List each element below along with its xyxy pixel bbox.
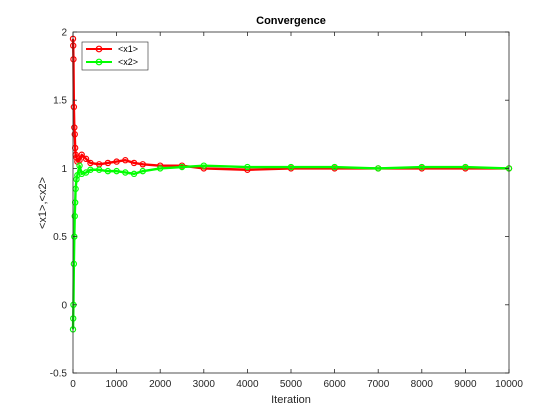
y-tick-label: 0.5 <box>53 232 67 243</box>
data-point <box>462 163 469 171</box>
y-axis-label: <x1>,<x2> <box>37 177 49 229</box>
y-tick-label: 1 <box>61 164 67 175</box>
legend-marker-x2 <box>95 58 103 66</box>
data-point <box>130 159 138 167</box>
data-point <box>82 169 90 176</box>
data-point <box>104 167 112 175</box>
chart-title: Convergence <box>256 15 326 27</box>
y-tick-label: 0 <box>61 300 67 311</box>
y-axis-ticks: -0.5 0 0.5 1 1.5 2 <box>50 28 509 380</box>
x-axis-label: Iteration <box>271 394 311 406</box>
data-point <box>71 124 78 131</box>
data-point <box>71 144 79 152</box>
legend-box <box>81 41 149 71</box>
data-point <box>113 167 120 175</box>
legend-label-x1: <x1> <box>118 44 138 54</box>
data-point <box>139 161 146 168</box>
x-tick-label: 7000 <box>367 379 390 390</box>
x-tick-label: 0 <box>70 379 76 390</box>
x-tick-label: 1000 <box>105 379 128 390</box>
legend-label-x2: <x2> <box>118 57 138 67</box>
data-point <box>287 163 295 171</box>
data-point <box>244 163 251 171</box>
x-tick-label: 5000 <box>280 379 303 390</box>
series-line <box>71 38 509 171</box>
data-point <box>87 166 94 173</box>
x-tick-label: 4000 <box>236 379 259 390</box>
data-point <box>71 131 78 138</box>
data-point <box>156 165 164 172</box>
data-point <box>139 167 146 175</box>
data-point <box>200 162 207 169</box>
x-tick-label: 8000 <box>411 379 434 390</box>
plot-area <box>73 32 509 373</box>
data-point <box>71 212 78 220</box>
data-point <box>70 103 78 111</box>
data-point <box>73 176 80 183</box>
data-point <box>71 199 79 206</box>
y-tick-label: 1.5 <box>53 96 67 107</box>
legend: <x1> <x2> <box>81 41 149 71</box>
data-point <box>375 165 382 172</box>
legend-marker-x1 <box>95 45 103 53</box>
data-point <box>78 151 85 158</box>
x-tick-label: 9000 <box>454 379 477 390</box>
data-point <box>130 170 138 178</box>
x-axis-ticks: 0 1000 2000 3000 4000 5000 6000 7000 8000 9000 100… <box>70 32 523 390</box>
data-point <box>70 56 77 63</box>
data-point <box>87 159 94 167</box>
data-point <box>418 163 425 171</box>
series-layer <box>69 35 513 333</box>
x-tick-label: 3000 <box>193 379 216 390</box>
series-1 <box>69 162 513 333</box>
y-tick-label: 2 <box>61 28 67 39</box>
data-point <box>122 169 129 176</box>
data-point <box>82 155 90 163</box>
data-point <box>95 166 103 173</box>
data-point <box>122 157 129 164</box>
data-point <box>76 162 83 169</box>
x-tick-label: 2000 <box>149 379 172 390</box>
data-point <box>178 163 186 171</box>
series-line <box>71 164 510 330</box>
data-point <box>104 159 112 167</box>
data-point <box>113 158 120 165</box>
data-point <box>331 163 338 171</box>
x-tick-label: 6000 <box>323 379 346 390</box>
data-point <box>70 260 78 268</box>
x-tick-label: 10000 <box>495 379 523 390</box>
y-tick-label: -0.5 <box>50 369 68 380</box>
